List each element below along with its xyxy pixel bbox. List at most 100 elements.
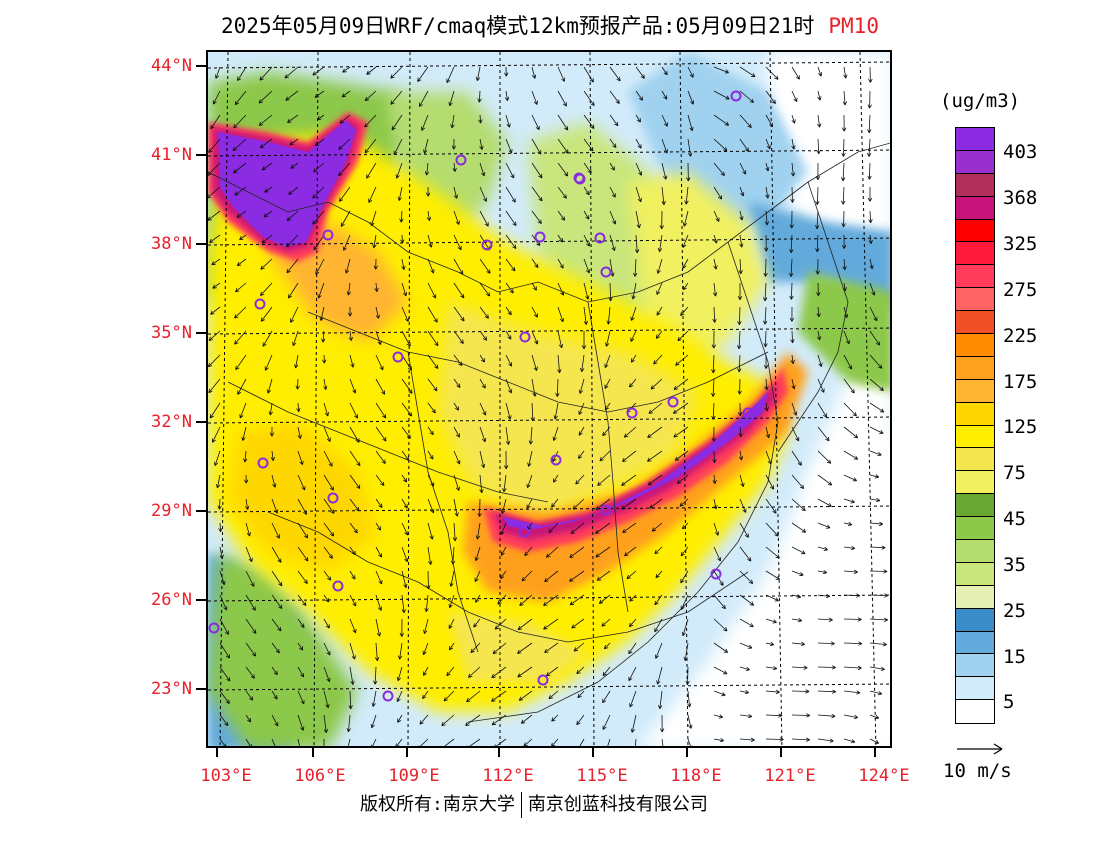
wind-arrow xyxy=(609,234,616,251)
colorbar-segment xyxy=(956,402,994,426)
wind-arrow xyxy=(448,594,455,609)
wind-arrow xyxy=(552,426,559,441)
wind-arrow xyxy=(655,330,663,339)
wind-arrow xyxy=(245,570,255,587)
wind-arrow xyxy=(214,450,221,466)
wind-arrow xyxy=(219,642,230,659)
wind-arrow xyxy=(843,498,855,504)
wind-arrow xyxy=(635,114,641,123)
wind-arrow xyxy=(628,642,637,655)
wind-arrow xyxy=(737,330,742,350)
wind-arrow xyxy=(621,474,637,486)
wind-arrow xyxy=(427,258,435,274)
wind-arrow xyxy=(441,714,455,727)
wind-arrow xyxy=(374,642,380,662)
wind-arrow xyxy=(683,642,689,662)
wind-arrow xyxy=(607,738,611,746)
wind-arrow xyxy=(817,426,830,442)
wind-arrow xyxy=(349,354,355,368)
wind-arrow xyxy=(375,330,382,345)
lon-label-112e: 112°E xyxy=(482,766,534,786)
wind-arrow xyxy=(661,90,668,100)
wind-arrow xyxy=(314,90,325,98)
wind-arrow xyxy=(603,642,611,650)
wind-arrow xyxy=(323,642,331,656)
wind-arrow xyxy=(739,138,749,152)
wind-arrow xyxy=(323,522,335,537)
wind-arrow xyxy=(685,666,690,685)
wind-arrow xyxy=(424,594,429,613)
copyright-company: 南京创蓝科技有限公司 xyxy=(527,794,708,815)
wind-arrow xyxy=(289,138,299,146)
wind-arrow xyxy=(737,306,742,325)
wind-arrow xyxy=(452,162,457,172)
wind-arrow xyxy=(609,66,621,82)
wind-arrow xyxy=(401,474,408,483)
wind-arrow xyxy=(763,354,769,369)
wind-arrow xyxy=(271,714,279,727)
wind-arrow xyxy=(682,522,689,530)
colorbar-segment xyxy=(956,700,994,724)
wind-arrow xyxy=(505,402,512,420)
wind-arrow xyxy=(426,210,432,221)
wind-arrow xyxy=(427,522,434,540)
colorbar-segment xyxy=(956,311,994,335)
lat-label-26n: 26°N xyxy=(151,590,192,610)
colorbar-label: 275 xyxy=(1003,279,1038,301)
wind-arrow xyxy=(268,402,273,416)
wind-arrow xyxy=(601,618,611,627)
city-marker-icon xyxy=(481,239,493,251)
wind-arrow xyxy=(817,402,827,418)
wind-arrow xyxy=(453,354,463,367)
wind-arrow xyxy=(236,210,247,218)
wind-arrow xyxy=(504,66,509,77)
wind-arrow xyxy=(739,689,750,695)
wind-arrow xyxy=(453,474,460,491)
wind-arrow xyxy=(313,234,325,251)
wind-arrow xyxy=(713,90,730,100)
wind-arrow xyxy=(233,114,247,129)
wind-arrow xyxy=(602,426,611,437)
wind-arrow xyxy=(548,690,559,700)
wind-arrow xyxy=(737,378,742,395)
wind-arrow xyxy=(531,186,543,202)
wind-arrow xyxy=(340,210,351,227)
wind-arrow xyxy=(843,545,856,551)
wind-arrow xyxy=(531,306,538,318)
wind-arrow xyxy=(323,739,325,746)
wind-arrow xyxy=(245,546,253,563)
wind-arrow xyxy=(271,546,282,563)
wind-arrow xyxy=(843,714,859,720)
wind-arrow xyxy=(323,714,329,734)
wind-arrow xyxy=(479,162,486,177)
wind-arrow xyxy=(790,354,795,365)
wind-arrow xyxy=(789,210,794,229)
wind-arrow xyxy=(297,546,309,562)
wind-arrow xyxy=(595,498,611,510)
wind-arrow xyxy=(399,210,404,223)
colorbar-segment xyxy=(956,288,994,312)
wind-arrow xyxy=(868,210,873,224)
wind-arrow xyxy=(764,402,769,412)
wind-arrow xyxy=(505,306,512,316)
wind-arrow xyxy=(313,162,325,173)
wind-arrow xyxy=(297,474,306,491)
colorbar-segment xyxy=(956,173,994,197)
wind-arrow xyxy=(375,594,383,611)
wind-arrow xyxy=(491,714,507,726)
wind-arrow xyxy=(531,330,539,345)
wind-arrow xyxy=(713,258,718,270)
wind-arrow xyxy=(266,378,273,394)
colorbar-label: 175 xyxy=(1003,371,1038,393)
colorbar-segment xyxy=(956,585,994,609)
wind-arrow xyxy=(841,138,846,157)
wind-arrow xyxy=(682,210,689,227)
wind-arrow xyxy=(569,546,585,558)
wind-arrow xyxy=(524,546,533,557)
wind-arrow xyxy=(212,282,221,289)
wind-arrow xyxy=(323,498,335,514)
wind-arrow xyxy=(684,186,689,205)
wind-arrow xyxy=(557,258,564,269)
wind-arrow xyxy=(765,66,779,80)
wind-arrow xyxy=(479,474,484,494)
